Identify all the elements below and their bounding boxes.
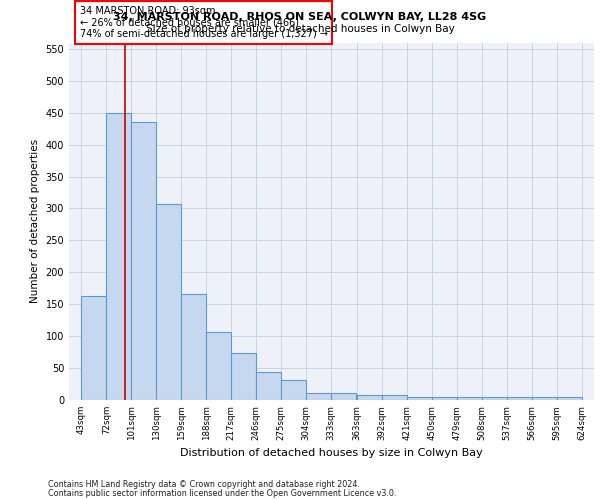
Bar bbox=[357, 395, 382, 400]
Bar bbox=[306, 393, 331, 400]
Text: Contains public sector information licensed under the Open Government Licence v3: Contains public sector information licen… bbox=[48, 488, 397, 498]
Bar bbox=[206, 332, 231, 400]
Bar bbox=[157, 204, 181, 400]
Bar bbox=[457, 397, 482, 400]
Text: Contains HM Land Registry data © Crown copyright and database right 2024.: Contains HM Land Registry data © Crown c… bbox=[48, 480, 360, 489]
Y-axis label: Number of detached properties: Number of detached properties bbox=[30, 139, 40, 304]
Bar bbox=[106, 112, 131, 400]
Bar bbox=[181, 294, 206, 400]
Text: 34, MARSTON ROAD, RHOS ON SEA, COLWYN BAY, LL28 4SG: 34, MARSTON ROAD, RHOS ON SEA, COLWYN BA… bbox=[113, 12, 487, 22]
Bar bbox=[506, 397, 532, 400]
Bar bbox=[331, 393, 356, 400]
Bar bbox=[532, 397, 557, 400]
Text: 34 MARSTON ROAD: 93sqm
← 26% of detached houses are smaller (466)
74% of semi-de: 34 MARSTON ROAD: 93sqm ← 26% of detached… bbox=[79, 6, 328, 39]
X-axis label: Distribution of detached houses by size in Colwyn Bay: Distribution of detached houses by size … bbox=[180, 448, 483, 458]
Bar bbox=[131, 122, 157, 400]
Bar bbox=[482, 397, 506, 400]
Bar bbox=[432, 397, 457, 400]
Bar bbox=[407, 397, 432, 400]
Bar bbox=[557, 397, 581, 400]
Bar bbox=[82, 296, 106, 400]
Text: Size of property relative to detached houses in Colwyn Bay: Size of property relative to detached ho… bbox=[146, 24, 454, 34]
Bar bbox=[231, 353, 256, 400]
Bar bbox=[256, 372, 281, 400]
Bar bbox=[382, 395, 407, 400]
Bar bbox=[281, 380, 306, 400]
